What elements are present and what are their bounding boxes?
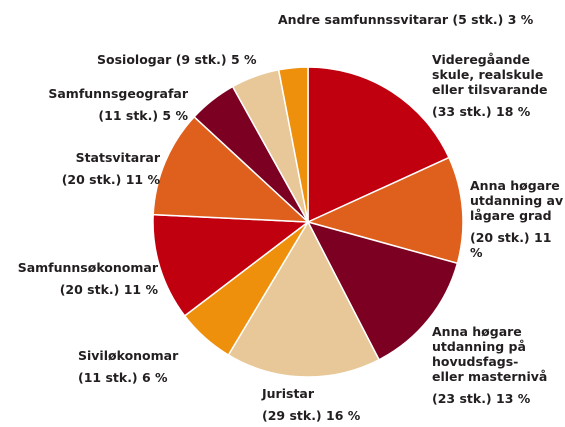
value-label: (11 stk.) 6 %: [78, 370, 168, 385]
pie-slice: [227, 220, 381, 378]
category-label: Anna høgare utdanning av lågare grad: [470, 178, 564, 223]
pie-slice: [277, 66, 309, 223]
category-label: Statsvitarar: [75, 150, 160, 165]
category-label: Videregåande skule, realskule eller tils…: [432, 52, 548, 97]
category-label: Juristar: [262, 386, 315, 401]
slice-label: Juristar (29 stk.) 16 %: [262, 386, 372, 423]
pie-slice: [152, 115, 311, 223]
pie-slice: [307, 66, 450, 224]
value-label: (20 stk.) 11 %: [59, 282, 158, 297]
slice-label: Anna høgare utdanning av lågare grad (20…: [470, 178, 565, 260]
slice-label: Siviløkonomar (11 stk.) 6 %: [78, 348, 188, 385]
slice-label: Videregåande skule, realskule eller tils…: [432, 52, 552, 119]
slice-label: Sosiologar (9 stk.) 5 %: [97, 52, 297, 67]
pie-slice: [306, 220, 459, 361]
category-label: Samfunnsøkonomar: [17, 260, 158, 275]
slice-label: Samfunnsøkonomar (20 stk.) 11 %: [8, 260, 158, 297]
value-label: (9 stk.) 5 %: [175, 52, 257, 67]
category-label: Siviløkonomar: [78, 348, 179, 363]
value-label: (20 stk.) 11 %: [61, 172, 160, 187]
slice-label: Anna høgare utdanning på hovudsfags- ell…: [432, 324, 552, 406]
value-label: (23 stk.) 13 %: [432, 391, 531, 406]
slice-label: Samfunnsgeografar (11 stk.) 5 %: [48, 86, 188, 123]
slice-label: Statsvitarar (20 stk.) 11 %: [50, 150, 160, 187]
category-label: Anna høgare utdanning på hovudsfags- ell…: [432, 324, 548, 384]
value-label: (29 stk.) 16 %: [262, 408, 361, 423]
category-label: Samfunnsgeografar: [48, 86, 188, 101]
slice-label: Andre samfunnssvitarar (5 stk.) 3 %: [278, 12, 558, 27]
value-label: (11 stk.) 5 %: [98, 108, 188, 123]
category-label: Andre samfunnssvitarar: [278, 12, 449, 27]
value-label: (20 stk.) 11 %: [470, 230, 552, 260]
pie-slice: [152, 213, 311, 317]
value-label: (5 stk.) 3 %: [452, 12, 534, 27]
value-label: (33 stk.) 18 %: [432, 104, 531, 119]
category-label: Sosiologar: [97, 52, 172, 67]
pie-slice: [305, 156, 464, 265]
